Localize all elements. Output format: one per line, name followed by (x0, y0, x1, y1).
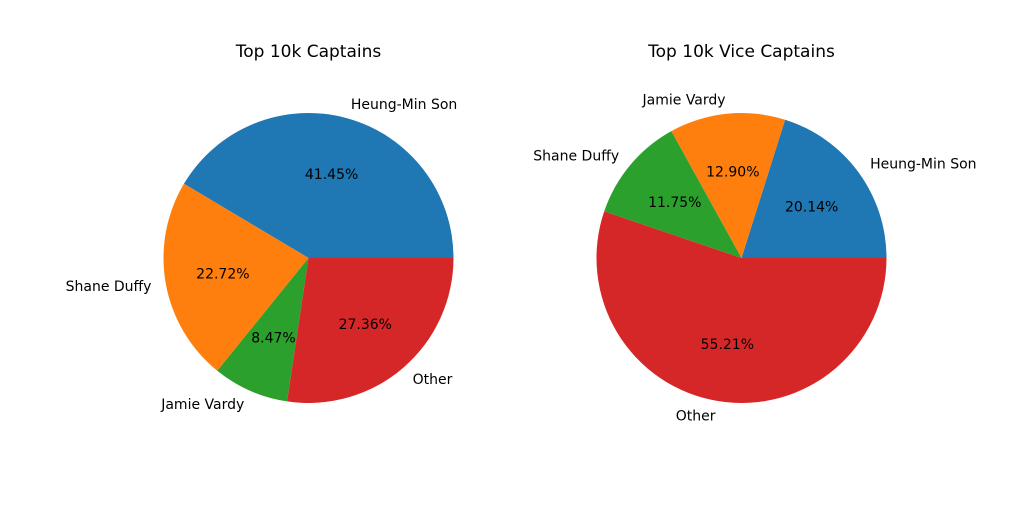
vice-captains-pct-jamie-vardy: 12.90% (706, 164, 759, 180)
captains-slice-heung-min-son (183, 113, 454, 258)
captains-label-other: Other (413, 372, 453, 388)
vice-captains-pct-shane-duffy: 11.75% (648, 195, 701, 211)
vice-captains-label-shane-duffy: Shane Duffy (533, 149, 619, 165)
vice-captains-slice-other (596, 211, 887, 404)
captains-pct-jamie-vardy: 8.47% (251, 331, 295, 347)
vice-captains-slice-jamie-vardy (671, 113, 786, 258)
captains-slice-jamie-vardy (217, 258, 309, 402)
captains-pct-heung-min-son: 41.45% (305, 167, 358, 183)
vice-captains-pct-other: 55.21% (701, 337, 754, 353)
captains-slice-shane-duffy (163, 183, 309, 371)
vice-captains-label-heung-min-son: Heung-Min Son (870, 157, 976, 173)
captains-pie: Top 10k Captains Heung-Min Son 41.45% Shane… (66, 42, 458, 413)
captains-pct-other: 27.36% (339, 317, 392, 333)
captains-label-jamie-vardy: Jamie Vardy (160, 397, 244, 413)
captains-title: Top 10k Captains (235, 42, 382, 62)
vice-captains-title: Top 10k Vice Captains (647, 42, 835, 62)
vice-captains-pct-heung-min-son: 20.14% (785, 200, 838, 216)
captains-slice-other (287, 258, 454, 403)
vice-captains-slice-heung-min-son (741, 119, 887, 258)
captains-pct-shane-duffy: 22.72% (196, 266, 249, 282)
vice-captains-label-other: Other (676, 408, 716, 424)
vice-captains-label-jamie-vardy: Jamie Vardy (642, 92, 726, 108)
captains-label-heung-min-son: Heung-Min Son (351, 97, 457, 113)
vice-captains-slice-shane-duffy (604, 131, 742, 258)
vice-captains-pie: Top 10k Vice Captains Heung-Min Son 20.14%… (533, 42, 976, 424)
captains-label-shane-duffy: Shane Duffy (66, 279, 152, 295)
